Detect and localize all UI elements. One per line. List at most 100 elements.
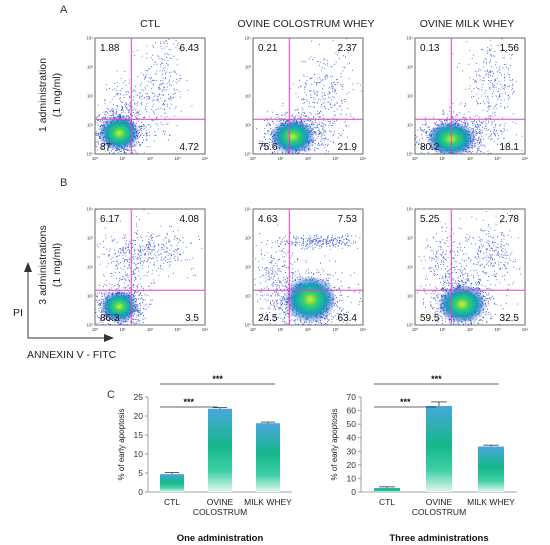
bar-y-label: % of early apoptosis [117,408,126,480]
bar-2 [478,446,504,492]
flow-y-tick: 10² [245,94,252,99]
bar-category-label: OVINE [207,497,234,507]
flow-x-tick: 10¹ [277,156,284,161]
bar-category-label: CTL [164,497,180,507]
flow-x-tick: 10⁰ [412,156,419,161]
flow-x-tick: 10³ [332,327,339,332]
flow-events [254,219,362,325]
flow-y-tick: 10³ [87,65,94,70]
flow-y-tick: 10³ [407,65,414,70]
row-label-2-line1: 3 administrations [37,225,49,304]
flow-x-tick: 10² [305,156,312,161]
bar-0 [374,487,400,492]
bar-category-label: MILK WHEY [244,497,292,507]
flow-y-tick: 10¹ [87,123,94,128]
flow-y-tick: 10² [87,94,94,99]
panel-label-c: C [107,389,115,401]
flow-x-tick: 10¹ [439,156,446,161]
flow-y-tick: 10¹ [87,294,94,299]
bar-y-tick-label: 30 [347,446,357,456]
flow-x-tick: 10³ [174,327,181,332]
quadrant-value-ul: 0.13 [420,43,440,54]
bar-y-tick-label: 15 [134,430,144,440]
quadrant-value-ll: 75.6 [258,142,278,153]
row-label-2: 3 administrations (1 mg/ml) [37,225,63,304]
quadrant-value-ul: 4.63 [258,214,278,225]
bar-y-tick-label: 25 [134,392,144,402]
flow-x-tick: 10¹ [119,327,126,332]
bar-2 [256,423,280,492]
quadrant-value-ur: 7.53 [338,214,358,225]
bar-y-tick-label: 10 [347,473,357,483]
population-density [98,115,140,151]
significance-label: *** [212,374,223,384]
flow-x-tick: 10⁰ [92,156,99,161]
quadrant-value-ul: 5.25 [420,214,440,225]
bar-y-tick-label: 20 [134,411,144,421]
flow-y-tick: 10⁰ [87,323,94,328]
bar-chart-2: 0 10 20 30 40 50 60 70 % of early apoptosis CTL OV… [330,374,517,544]
bar-y-label: % of early apoptosis [330,408,339,480]
flow-x-tick: 10³ [494,327,501,332]
flow-y-tick: 10⁰ [245,323,252,328]
quadrant-value-ur: 2.78 [500,214,520,225]
quadrant-value-lr: 4.72 [180,142,200,153]
flow-x-tick: 10² [305,327,312,332]
bar-1 [208,408,232,492]
quadrant-value-ur: 2.37 [338,43,358,54]
significance-label: *** [400,397,411,407]
quadrant-value-ur: 1.56 [500,43,520,54]
flow-y-tick: 10³ [407,236,414,241]
flow-x-tick: 10² [467,156,474,161]
flow-events [95,209,205,325]
flow-y-tick: 10¹ [245,294,252,299]
bar-y-tick-label: 0 [138,487,143,497]
population-density [270,118,316,154]
bar-y-tick-label: 0 [351,487,356,497]
flow-x-tick: 10⁴ [522,327,529,332]
axis-key-right-arrow [104,334,114,342]
column-title-ctl: CTL [140,18,160,30]
flow-y-tick: 10² [87,265,94,270]
flow-events [256,38,362,154]
flow-y-tick: 10⁴ [407,36,414,41]
quadrant-value-ul: 1.88 [100,43,120,54]
axis-key-y-label: PI [13,307,23,319]
quadrant-value-ur: 4.08 [180,214,200,225]
bar-y-tick-label: 10 [134,449,144,459]
bar-chart-title: Three administrations [389,533,488,544]
flow-x-tick: 10⁴ [522,156,529,161]
quadrant-value-ll: 87 [100,142,112,153]
quadrant-value-ll: 59.5 [420,313,440,324]
panel-label-a: A [60,4,68,16]
significance-label: *** [184,397,195,407]
quadrant-value-ll: 86.3 [100,313,120,324]
bar-y-tick-label: 60 [347,406,357,416]
flow-y-tick: 10⁰ [245,152,252,157]
flow-y-tick: 10² [407,94,414,99]
row-label-1-line2: (1 mg/ml) [51,73,63,117]
flow-x-tick: 10³ [494,156,501,161]
bar-0 [160,474,184,492]
flow-y-tick: 10⁴ [245,207,252,212]
flow-y-tick: 10⁴ [407,207,414,212]
flow-y-tick: 10³ [245,236,252,241]
flow-y-tick: 10¹ [407,294,414,299]
quadrant-value-lr: 3.5 [185,313,199,324]
flow-y-tick: 10³ [87,236,94,241]
quadrant-value-lr: 18.1 [500,142,520,153]
flow-y-tick: 10⁴ [87,207,94,212]
flow-y-tick: 10³ [245,65,252,70]
flow-x-tick: 10² [147,327,154,332]
sparse-events [95,38,193,154]
flow-y-tick: 10² [245,265,252,270]
quadrant-value-lr: 21.9 [338,142,358,153]
bar-y-tick-label: 50 [347,419,357,429]
bar-category-label: OVINE [426,497,453,507]
bar-y-tick-label: 70 [347,392,357,402]
